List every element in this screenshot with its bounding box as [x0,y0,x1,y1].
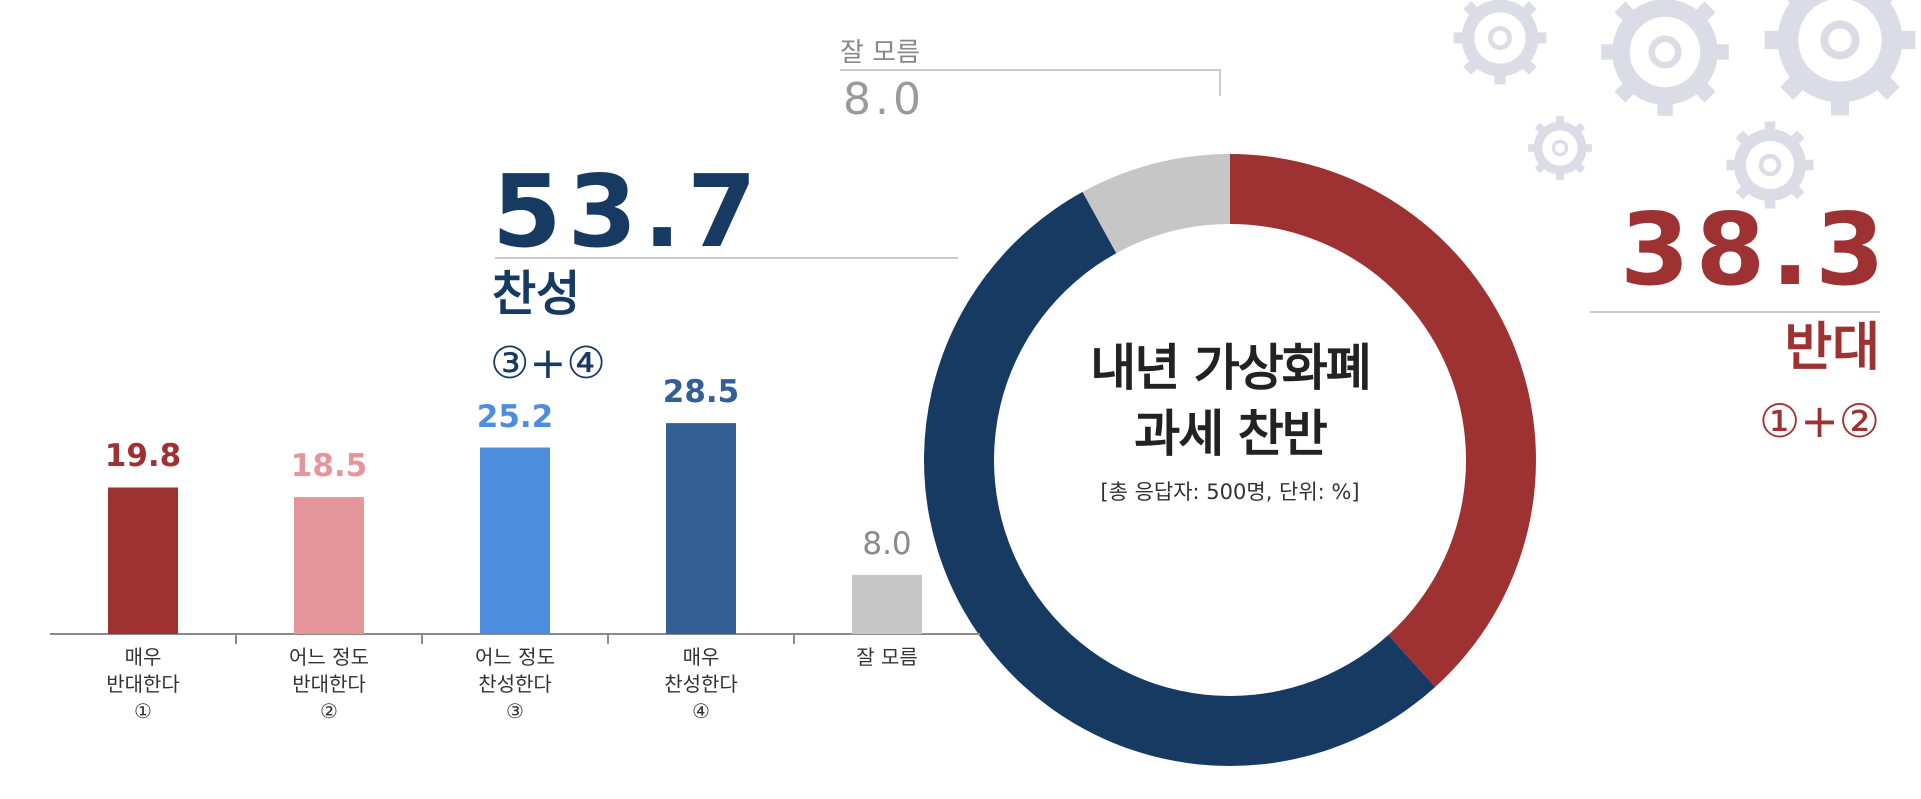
chart-title: 내년 가상화폐 과세 찬반 [1030,335,1430,467]
bar-category-label-3-line-2: 찬성한다 [478,672,552,696]
bar-value-label-2: 18.5 [290,448,368,485]
bar-category-label-3: 어느 정도 찬성한다 ③ [430,644,600,725]
bar-category-label-2-line-2: 반대한다 [292,672,366,696]
bar-category-label-2-line-1: 어느 정도 [289,645,369,669]
approve-total-value: 53.7 [492,153,763,270]
bar-4 [666,423,736,634]
bar-value-label-1: 19.8 [104,438,182,475]
oppose-total-sub: ①+② [1758,394,1880,448]
approve-total-label: 찬성 [492,266,581,322]
bar-value-label-4: 28.5 [662,374,740,411]
bar-3 [480,447,550,634]
bar-2 [294,497,364,634]
bar-category-label-4-line-3: ④ [692,699,710,723]
donut-slice-oppose [1230,154,1536,687]
bar-category-label-2-line-3: ② [320,699,338,723]
bar-1 [108,487,178,634]
chart-title-line-1: 내년 가상화폐 [1090,339,1371,397]
bar-category-label-1-line-3: ① [134,699,152,723]
chart-subtitle: [총 응답자: 500명, 단위: %] [1100,480,1360,504]
dontknow-callout-label: 잘 모름 [840,38,921,68]
bar-category-label-1-line-2: 반대한다 [106,672,180,696]
donut-slice-dontknow [1082,154,1230,254]
bar-5 [852,574,922,634]
bar-category-label-4-line-2: 찬성한다 [664,672,738,696]
donut-slice-approve [923,191,1436,766]
bar-category-label-4-line-1: 매우 [682,645,720,669]
approve-total-sub: ③+④ [490,338,606,389]
bar-category-label-3-line-1: 어느 정도 [475,645,555,669]
oppose-total-label: 반대 [1784,318,1880,378]
bar-category-label-2: 어느 정도 반대한다 ② [244,644,414,725]
bar-category-label-5-line-1: 잘 모름 [856,645,918,669]
bar-value-label-3: 25.2 [476,398,554,435]
oppose-total-value: 38.3 [1620,191,1891,308]
bar-category-label-1-line-1: 매우 [124,645,162,669]
dontknow-callout-value: 8.0 [843,74,925,125]
dontknow-leader-line [840,69,1221,96]
bar-category-label-1: 매우 반대한다 ① [58,644,228,725]
bar-category-label-4: 매우 찬성한다 ④ [616,644,786,725]
bar-category-label-3-line-3: ③ [506,699,524,723]
bar-value-label-5: 8.0 [862,525,912,562]
bar-category-label-5: 잘 모름 [802,644,972,671]
chart-title-line-2: 과세 찬반 [1134,405,1327,463]
